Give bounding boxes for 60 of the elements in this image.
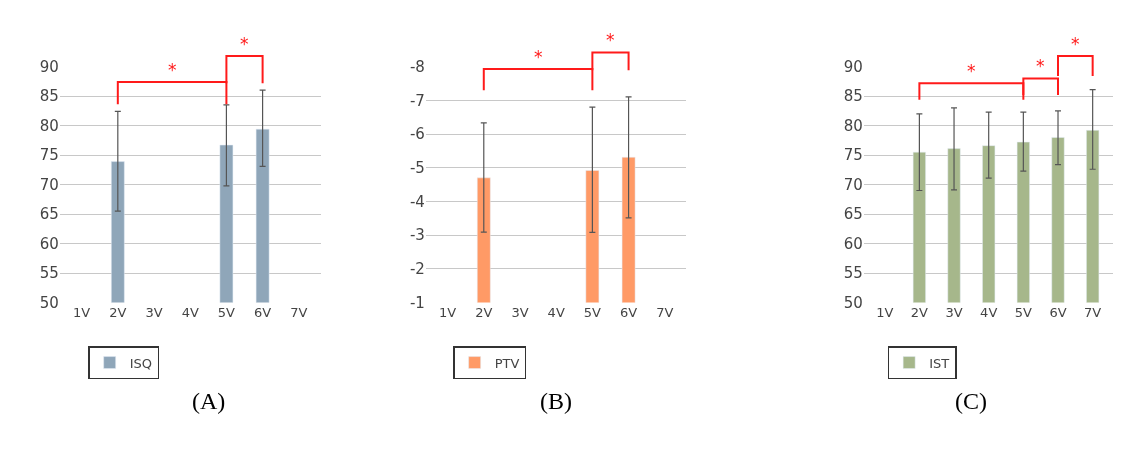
x-tick-label: 6V — [1049, 304, 1067, 320]
x-tick-label: 6V — [619, 304, 638, 320]
x-tick-label: 1V — [73, 304, 91, 320]
y-tick-label: 55 — [843, 264, 863, 283]
y-tick-label: 80 — [39, 116, 59, 135]
y-tick-label: 70 — [843, 175, 863, 194]
y-tick-label: 90 — [39, 57, 59, 76]
y-tick-label: 50 — [843, 293, 863, 312]
text: (C) — [955, 388, 987, 414]
y-tick-label: 60 — [843, 234, 863, 253]
y-tick-label: -7 — [409, 91, 425, 110]
y-tick-label: 60 — [39, 234, 59, 253]
x-tick-label: 7V — [656, 304, 674, 320]
y-tick-label: 55 — [39, 264, 59, 283]
text: * — [606, 30, 615, 50]
x-tick-label: 6V — [254, 304, 272, 320]
y-tick-label: 80 — [843, 116, 863, 135]
legend-label: IST — [929, 355, 950, 371]
y-tick-label: 75 — [39, 146, 59, 165]
y-tick-label: 70 — [39, 175, 59, 194]
x-tick-label: 3V — [511, 304, 529, 320]
x-tick-label: 7V — [290, 304, 308, 320]
y-tick-label: 75 — [843, 146, 863, 165]
x-tick-label: 2V — [475, 304, 493, 320]
x-tick-label: 1V — [439, 304, 457, 320]
y-tick-label: 85 — [39, 87, 59, 106]
y-tick-label: -8 — [409, 57, 425, 76]
x-tick-label: 5V — [217, 304, 236, 320]
y-tick-label: -5 — [409, 158, 425, 177]
y-tick-label: 85 — [843, 87, 863, 106]
x-tick-label: 4V — [181, 304, 199, 320]
y-tick-label: -6 — [409, 125, 425, 144]
legend-label: ISQ — [129, 355, 152, 371]
y-tick-label: -3 — [409, 226, 425, 245]
y-tick-label: 65 — [39, 205, 59, 224]
y-tick-label: -2 — [409, 260, 425, 279]
text: * — [240, 34, 249, 54]
legend-label: PTV — [494, 355, 520, 371]
annotation: * — [1036, 56, 1045, 76]
y-tick-label: -4 — [409, 192, 425, 211]
x-tick-label: 4V — [980, 304, 998, 320]
x-tick-label: 5V — [1014, 304, 1033, 320]
annotation: * — [534, 47, 543, 67]
x-tick-label: 3V — [945, 304, 963, 320]
y-tick-label: 50 — [39, 293, 59, 312]
x-tick-label: 5V — [583, 304, 602, 320]
text: (B) — [540, 388, 572, 414]
x-tick-label: 7V — [1084, 304, 1102, 320]
text: (A) — [192, 388, 226, 414]
annotation: * — [967, 61, 976, 81]
x-tick-label: 3V — [145, 304, 163, 320]
x-tick-label: 4V — [547, 304, 565, 320]
x-tick-label: 2V — [910, 304, 929, 320]
y-tick-label: 90 — [843, 57, 863, 76]
annotation: * — [168, 60, 177, 80]
x-tick-label: 2V — [109, 304, 127, 320]
y-tick-label: 65 — [843, 205, 863, 224]
text: * — [1071, 34, 1080, 54]
x-tick-label: 1V — [876, 304, 894, 320]
y-tick-label: -1 — [409, 293, 425, 312]
